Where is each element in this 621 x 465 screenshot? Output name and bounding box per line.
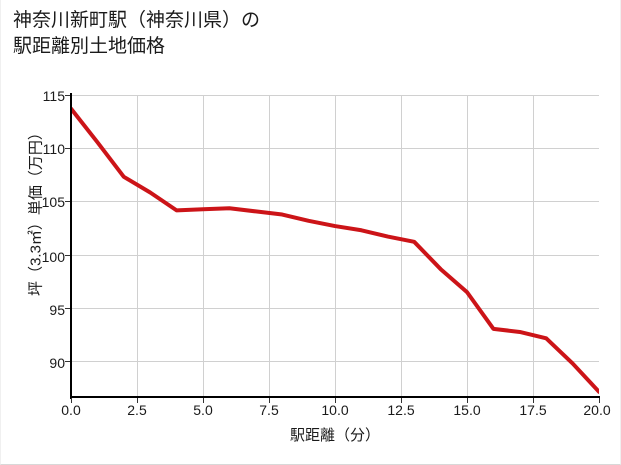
y-axis-title: 坪（3.3㎡）単価（万円）	[27, 125, 45, 296]
x-tick-label-2_5: 2.5	[127, 402, 147, 418]
y-tick-label-100: 100	[41, 249, 65, 265]
y-axis-tick-labels: 90 95 100 105 110 115	[19, 0, 65, 465]
x-tick-label-5: 5.0	[193, 402, 213, 418]
x-tick-mark-0	[71, 398, 72, 403]
y-tick-label-90: 90	[49, 355, 65, 371]
page-title: 神奈川新町駅（神奈川県）の 駅距離別土地価格	[13, 10, 261, 57]
x-tick-label-20: 20.0	[583, 402, 611, 418]
y-tick-mark-115	[65, 95, 71, 96]
x-axis-title: 駅距離（分）	[289, 427, 380, 444]
y-tick-mark-110	[65, 148, 71, 149]
y-tick-label-105: 105	[41, 194, 65, 210]
y-axis-spine	[70, 93, 72, 399]
y-tick-mark-90	[65, 361, 71, 362]
y-tick-label-110: 110	[42, 141, 65, 157]
x-axis-spine	[70, 396, 600, 398]
y-tick-mark-95	[65, 308, 71, 309]
y-tick-mark-100	[65, 255, 71, 256]
chart-plot-svg	[71, 95, 599, 397]
y-tick-mark-105	[65, 201, 71, 202]
x-tick-mark-20	[599, 398, 600, 403]
x-tick-mark-2_5	[137, 398, 138, 403]
x-tick-mark-12_5	[401, 398, 402, 403]
x-tick-label-7_5: 7.5	[259, 402, 279, 418]
x-tick-label-12_5: 12.5	[387, 402, 415, 418]
x-tick-mark-15	[467, 398, 468, 403]
vertical-gridlines	[137, 95, 534, 397]
x-tick-label-0: 0.0	[61, 402, 81, 418]
y-tick-label-115: 115	[42, 88, 65, 104]
x-tick-mark-7_5	[269, 398, 270, 403]
y-tick-label-95: 95	[49, 302, 65, 318]
plot-area	[71, 95, 599, 397]
x-tick-mark-17_5	[533, 398, 534, 403]
x-tick-label-17_5: 17.5	[519, 402, 547, 418]
x-tick-mark-10	[335, 398, 336, 403]
land-price-line-series	[71, 106, 599, 394]
x-tick-label-15: 15.0	[453, 402, 481, 418]
x-tick-label-10: 10.0	[321, 402, 349, 418]
x-tick-mark-5	[203, 398, 204, 403]
